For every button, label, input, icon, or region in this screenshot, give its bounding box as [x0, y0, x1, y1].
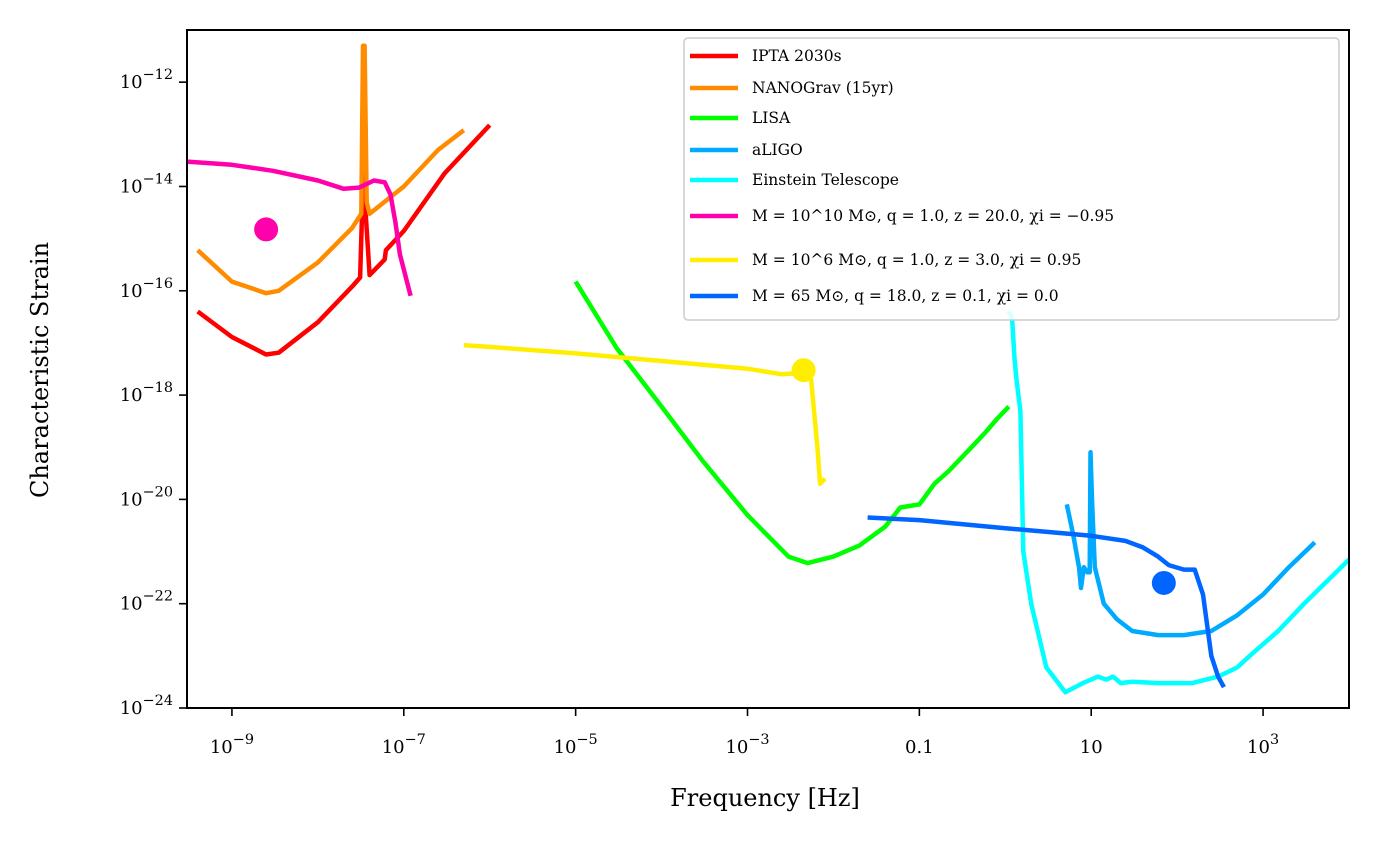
legend-label-4: Einstein Telescope: [752, 171, 899, 189]
series-line-4: [1006, 310, 1349, 695]
legend-label-6: M = 10^6 M⊙, q = 1.0, z = 3.0, χi = 0.95: [752, 251, 1081, 269]
y-tick-label-1: 10−22: [120, 589, 173, 615]
series-line-7: [867, 515, 1226, 689]
series-line-3: [1064, 450, 1317, 638]
y-tick-label-4: 10−16: [120, 276, 173, 302]
x-tick-label-3: 10−3: [725, 732, 769, 758]
y-tick-label-5: 10−14: [120, 171, 173, 197]
y-tick-label-6: 10−12: [120, 67, 173, 93]
legend-label-7: M = 65 M⊙, q = 18.0, z = 0.1, χi = 0.0: [752, 287, 1059, 305]
plot-area: [187, 43, 1349, 695]
y-tick-label-3: 10−18: [120, 380, 173, 406]
legend-label-1: NANOGrav (15yr): [752, 79, 894, 97]
legend-label-3: aLIGO: [752, 141, 803, 159]
x-tick-label-6: 103: [1247, 732, 1279, 758]
x-axis-label: Frequency [Hz]: [670, 784, 860, 812]
y-tick-label-0: 10−24: [120, 693, 173, 719]
series-line-2: [573, 280, 1011, 566]
source-marker-0: [254, 217, 279, 242]
x-tick-label-1: 10−7: [382, 732, 426, 758]
series-line-1: [196, 43, 466, 296]
source-marker-2: [1151, 570, 1176, 595]
y-tick-label-2: 10−20: [120, 484, 173, 510]
source-marker-1: [791, 358, 816, 383]
legend-label-2: LISA: [752, 109, 791, 127]
x-tick-label-5: 10: [1080, 737, 1103, 758]
y-axis-label: Characteristic Strain: [26, 242, 54, 498]
legend-box: [683, 37, 1340, 321]
x-tick-label-0: 10−9: [210, 732, 254, 758]
legend-label-5: M = 10^10 M⊙, q = 1.0, z = 20.0, χi = −0…: [752, 207, 1114, 225]
x-tick-label-4: 0.1: [905, 737, 934, 758]
x-tick-label-2: 10−5: [554, 732, 598, 758]
legend: IPTA 2030s NANOGrav (15yr) LISA aLIGO Einste…: [683, 37, 1340, 321]
series-line-5: [187, 159, 413, 297]
legend-label-0: IPTA 2030s: [752, 47, 842, 65]
plot-frame: [186, 29, 1350, 709]
